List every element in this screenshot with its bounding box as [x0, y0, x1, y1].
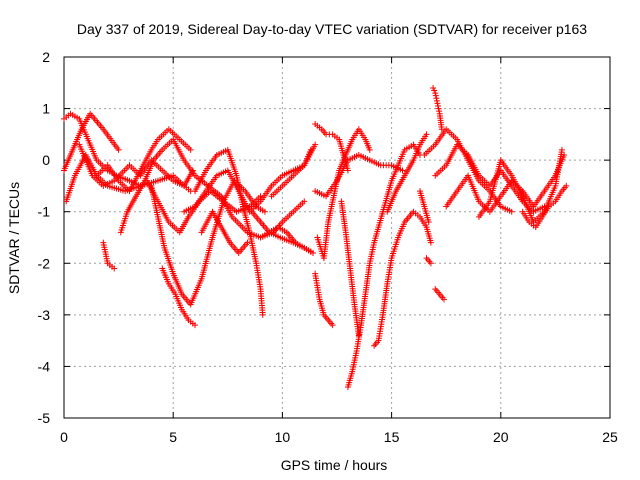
series-track-16 [268, 146, 314, 200]
series-track-18 [312, 270, 336, 329]
data-point [427, 239, 434, 246]
y-axis-label: SDTVAR / TECUs [6, 182, 22, 294]
x-tick-label: 0 [60, 429, 68, 445]
series-track-21 [344, 141, 423, 391]
y-tick-label: 2 [42, 49, 50, 65]
data-point [257, 193, 264, 200]
data-point [307, 146, 314, 153]
data-point [111, 265, 118, 272]
data-point [558, 146, 565, 153]
data-point [431, 87, 438, 94]
series-track-26 [416, 188, 432, 226]
y-tick-label: 0 [42, 152, 50, 168]
series-track-27 [423, 255, 434, 267]
data-point [425, 219, 432, 226]
series-track-22 [338, 198, 362, 339]
data-point [187, 146, 194, 153]
series-track-23 [371, 208, 434, 349]
data-point [435, 102, 442, 109]
data-point [434, 100, 441, 107]
x-axis-label: GPS time / hours [281, 457, 388, 473]
y-tick-label: -1 [38, 204, 51, 220]
y-tick-label: 1 [42, 101, 50, 117]
x-tick-label: 10 [275, 429, 291, 445]
data-point [423, 131, 430, 138]
data-point [259, 311, 266, 318]
series-track-2 [61, 110, 122, 174]
data-point [435, 105, 442, 112]
y-tick-label: -3 [38, 307, 51, 323]
x-tick-label: 15 [384, 429, 400, 445]
data-point [261, 208, 268, 215]
data-point [433, 97, 440, 104]
x-tick-label: 20 [493, 429, 509, 445]
series-track-28 [432, 286, 448, 303]
series-track-5 [93, 126, 194, 195]
data-point [309, 249, 316, 256]
grid-lines [64, 57, 610, 418]
data-point [301, 198, 308, 205]
data-point [399, 167, 406, 174]
data-point [432, 90, 439, 97]
data-point [561, 151, 568, 158]
series-track-12 [192, 146, 266, 318]
x-tick-label: 25 [602, 429, 618, 445]
plot-frame [63, 56, 611, 419]
data-point [436, 108, 443, 115]
data-point [244, 239, 251, 246]
data-point [508, 208, 515, 215]
data-point [355, 332, 362, 339]
series-track-11 [181, 141, 319, 215]
data-point [432, 92, 439, 99]
series-track-25 [430, 84, 445, 133]
y-tick-label: -4 [38, 358, 51, 374]
series-track-6 [100, 239, 118, 272]
data-point [427, 260, 434, 267]
data-point [563, 182, 570, 189]
series-track-33 [519, 182, 570, 231]
data-point [192, 322, 199, 329]
data-point [433, 95, 440, 102]
y-tick-label: -5 [38, 410, 51, 426]
series-track-24 [384, 131, 430, 215]
y-tick-label: -2 [38, 255, 51, 271]
series-track-9 [159, 265, 199, 329]
data-point [312, 141, 319, 148]
data-points [61, 84, 570, 391]
data-point [430, 84, 437, 91]
series-track-32 [475, 146, 565, 226]
data-point [329, 322, 336, 329]
chart-title: Day 337 of 2019, Sidereal Day-to-day VTE… [77, 21, 587, 37]
x-tick-label: 5 [169, 429, 177, 445]
data-point [441, 296, 448, 303]
data-point [344, 167, 351, 174]
data-point [366, 146, 373, 153]
series-track-15 [257, 224, 316, 256]
data-point [115, 146, 122, 153]
series-track-13 [198, 208, 251, 256]
